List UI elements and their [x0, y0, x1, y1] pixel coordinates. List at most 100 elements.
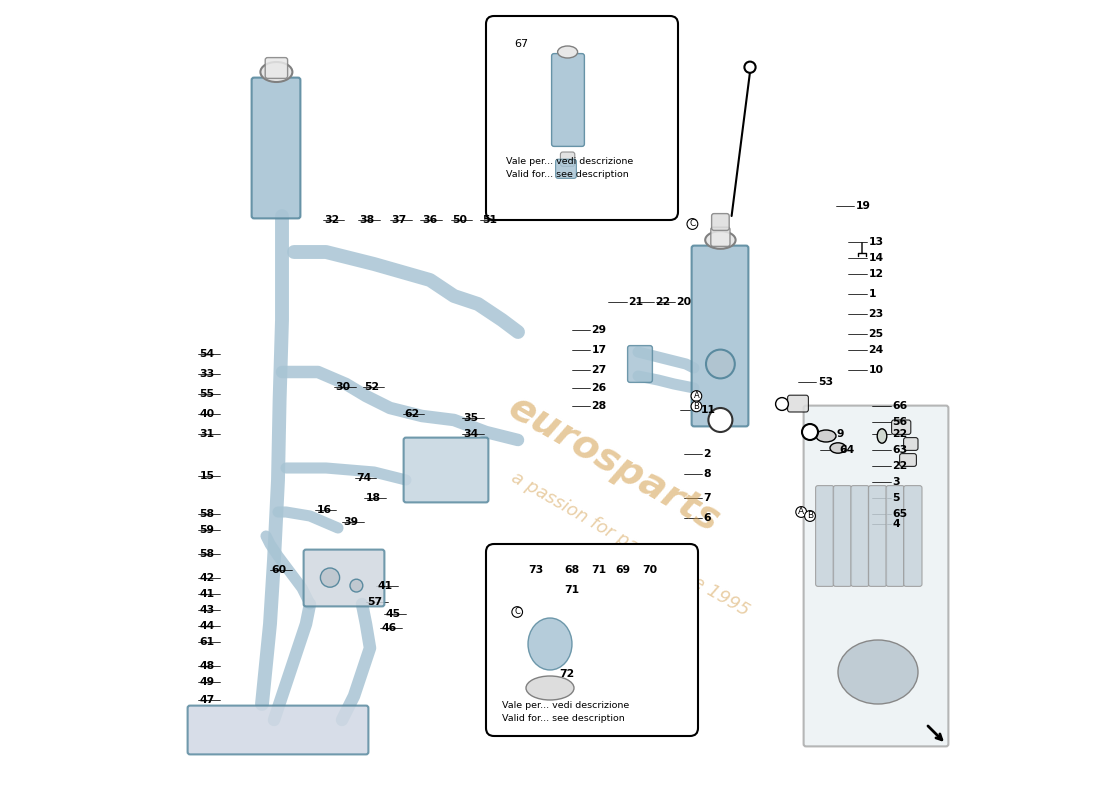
- Text: 8: 8: [704, 469, 711, 478]
- Text: 73: 73: [528, 565, 543, 574]
- Text: 66: 66: [892, 402, 907, 411]
- FancyBboxPatch shape: [404, 438, 488, 502]
- Text: Vale per... vedi descrizione
Valid for... see description: Vale per... vedi descrizione Valid for..…: [506, 158, 634, 178]
- Text: 54: 54: [199, 349, 214, 358]
- FancyBboxPatch shape: [560, 152, 575, 166]
- Circle shape: [802, 424, 818, 440]
- Text: B: B: [807, 511, 813, 521]
- Text: 68: 68: [564, 565, 580, 574]
- Text: 42: 42: [199, 573, 214, 582]
- Ellipse shape: [838, 640, 918, 704]
- Circle shape: [745, 62, 756, 73]
- Text: 50: 50: [452, 215, 468, 225]
- Text: 70: 70: [642, 565, 657, 574]
- FancyBboxPatch shape: [486, 544, 698, 736]
- Text: 39: 39: [343, 518, 359, 527]
- FancyBboxPatch shape: [556, 159, 576, 178]
- Text: 25: 25: [868, 329, 883, 338]
- Text: 74: 74: [356, 474, 372, 483]
- Text: 41: 41: [378, 581, 393, 590]
- FancyBboxPatch shape: [252, 78, 300, 218]
- FancyBboxPatch shape: [788, 395, 808, 412]
- Text: 9: 9: [836, 429, 844, 438]
- Text: 21: 21: [628, 298, 643, 307]
- Circle shape: [706, 350, 735, 378]
- Ellipse shape: [558, 46, 578, 58]
- Circle shape: [776, 398, 789, 410]
- Text: 67: 67: [514, 39, 528, 49]
- Text: B: B: [693, 402, 700, 411]
- Ellipse shape: [528, 618, 572, 670]
- Text: 56: 56: [892, 418, 907, 427]
- FancyBboxPatch shape: [265, 58, 287, 78]
- Text: 3: 3: [892, 477, 900, 486]
- Ellipse shape: [877, 429, 887, 443]
- Text: 58: 58: [199, 549, 214, 558]
- Text: 22: 22: [892, 429, 907, 438]
- Text: 2: 2: [704, 449, 712, 458]
- Text: 53: 53: [818, 377, 833, 386]
- Text: 14: 14: [868, 253, 883, 262]
- Text: 27: 27: [592, 365, 607, 374]
- Text: 23: 23: [868, 309, 883, 318]
- Circle shape: [708, 408, 733, 432]
- Text: Vale per... vedi descrizione
Valid for... see description: Vale per... vedi descrizione Valid for..…: [502, 702, 629, 722]
- Text: 15: 15: [199, 471, 214, 481]
- FancyBboxPatch shape: [900, 454, 916, 466]
- Text: 13: 13: [868, 237, 883, 246]
- Text: 32: 32: [324, 215, 340, 225]
- Text: 34: 34: [463, 430, 478, 439]
- FancyBboxPatch shape: [188, 706, 368, 754]
- Text: 22: 22: [892, 461, 907, 470]
- Text: 30: 30: [336, 382, 351, 392]
- FancyBboxPatch shape: [850, 486, 869, 586]
- Text: 35: 35: [463, 413, 478, 422]
- Text: 41: 41: [199, 589, 214, 598]
- FancyBboxPatch shape: [868, 486, 887, 586]
- Text: 65: 65: [892, 509, 907, 518]
- Text: 5: 5: [892, 493, 900, 502]
- FancyBboxPatch shape: [486, 16, 678, 220]
- Text: 22: 22: [656, 298, 671, 307]
- Text: 63: 63: [892, 445, 907, 454]
- Ellipse shape: [261, 62, 293, 82]
- FancyBboxPatch shape: [712, 214, 729, 230]
- Text: 26: 26: [592, 383, 607, 393]
- Ellipse shape: [526, 676, 574, 700]
- Text: 45: 45: [386, 610, 402, 619]
- Text: 38: 38: [360, 215, 375, 225]
- Ellipse shape: [705, 231, 736, 249]
- Text: 12: 12: [868, 270, 883, 279]
- Text: 33: 33: [199, 370, 214, 379]
- FancyBboxPatch shape: [833, 486, 851, 586]
- FancyBboxPatch shape: [692, 246, 748, 426]
- Text: 29: 29: [592, 325, 607, 334]
- Text: 44: 44: [199, 621, 214, 630]
- Text: 64: 64: [839, 445, 855, 454]
- Text: 19: 19: [856, 202, 870, 211]
- Text: 24: 24: [868, 345, 883, 354]
- Ellipse shape: [830, 443, 846, 453]
- Text: 58: 58: [199, 509, 214, 518]
- Text: 37: 37: [392, 215, 407, 225]
- Text: 4: 4: [892, 519, 900, 529]
- Text: 47: 47: [199, 695, 214, 705]
- Text: 16: 16: [317, 505, 331, 514]
- Text: 52: 52: [364, 382, 380, 392]
- Ellipse shape: [816, 430, 836, 442]
- Text: 28: 28: [592, 402, 607, 411]
- Text: 40: 40: [199, 409, 214, 418]
- FancyBboxPatch shape: [711, 227, 730, 246]
- Text: 18: 18: [366, 493, 381, 502]
- Text: 20: 20: [676, 298, 692, 307]
- FancyBboxPatch shape: [886, 486, 904, 586]
- Text: A: A: [693, 391, 700, 401]
- Text: C: C: [690, 219, 695, 229]
- FancyBboxPatch shape: [304, 550, 384, 606]
- Text: 61: 61: [199, 637, 214, 646]
- FancyBboxPatch shape: [903, 438, 918, 450]
- Text: 55: 55: [199, 389, 214, 398]
- Text: 11: 11: [701, 405, 715, 414]
- FancyBboxPatch shape: [903, 486, 922, 586]
- Text: 46: 46: [382, 623, 397, 633]
